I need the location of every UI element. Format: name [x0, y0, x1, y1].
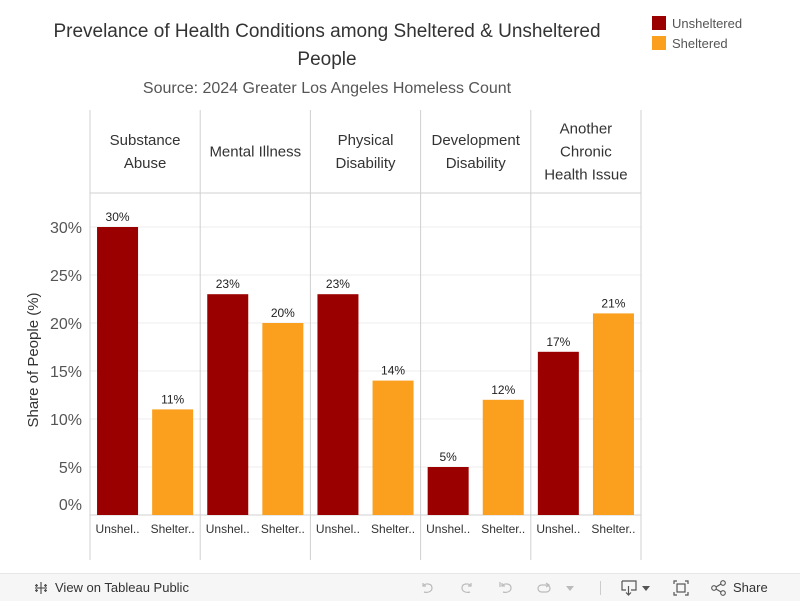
category-header-text: Disability [446, 155, 507, 172]
y-tick-label: 15% [50, 364, 82, 381]
category-header-text: Mental Illness [209, 144, 301, 161]
share-label: Share [733, 580, 768, 595]
fullscreen-button[interactable] [672, 574, 690, 601]
revert-button[interactable] [497, 574, 515, 601]
bars [97, 227, 634, 515]
legend-item-sheltered[interactable]: Sheltered [652, 33, 742, 53]
data-label: 11% [161, 392, 184, 406]
category-header-text: Abuse [124, 155, 167, 172]
category-header-text: Another [560, 121, 613, 138]
data-label: 30% [106, 210, 130, 224]
undo-button[interactable] [419, 574, 437, 601]
x-tick-label: Unshel.. [316, 522, 360, 536]
y-tick-label: 30% [50, 220, 82, 237]
bar-sheltered-0 [152, 409, 194, 515]
view-on-tableau-public-link[interactable]: View on Tableau Public [33, 574, 189, 601]
redo-button[interactable] [457, 574, 475, 601]
x-tick-label: Shelter.. [151, 522, 195, 536]
bar-chart: Substance Abuse Mental Illness Physical Disa… [25, 110, 642, 560]
category-headers: Substance Abuse Mental Illness Physical Disa… [110, 121, 628, 184]
x-tick-label: Unshel.. [536, 522, 580, 536]
y-tick-label: 10% [50, 412, 82, 429]
x-tick-label: Shelter.. [261, 522, 305, 536]
category-header-text: Health Issue [544, 167, 627, 184]
legend: Unsheltered Sheltered [652, 13, 742, 53]
chart-title-line-2: People [297, 49, 357, 70]
category-header-text: Disability [335, 155, 396, 172]
bar-unsheltered-4 [537, 351, 579, 515]
category-header: Physical Disability [335, 132, 396, 172]
category-header-text: Development [432, 132, 521, 149]
legend-swatch-sheltered [652, 36, 666, 50]
legend-item-unsheltered[interactable]: Unsheltered [652, 13, 742, 33]
bar-unsheltered-3 [427, 467, 469, 515]
caret-down-icon [642, 585, 650, 591]
bar-sheltered-1 [262, 323, 304, 515]
data-label: 23% [216, 277, 240, 291]
y-tick-label: 25% [50, 268, 82, 285]
legend-swatch-unsheltered [652, 16, 666, 30]
y-tick-label: 5% [59, 460, 82, 477]
share-icon [711, 579, 726, 596]
x-axis: Unshel.. Shelter.. Unshel.. Shelter.. Unshel… [96, 522, 636, 536]
bar-unsheltered-0 [97, 227, 139, 515]
data-label: 23% [326, 277, 350, 291]
bar-unsheltered-2 [317, 294, 359, 515]
y-tick-label: 20% [50, 316, 82, 333]
data-label: 21% [601, 296, 625, 310]
y-axis: 0% 5% 10% 15% 20% 25% 30% [50, 220, 82, 514]
download-button[interactable] [620, 574, 651, 601]
legend-label: Unsheltered [672, 15, 743, 31]
toolbar-divider [600, 574, 601, 601]
refresh-button[interactable] [535, 574, 553, 601]
chart-title: Prevelance of Health Conditions among Sh… [20, 18, 634, 74]
y-axis-title: Share of People (%) [25, 292, 42, 427]
category-header-text: Substance [110, 132, 181, 149]
tableau-toolbar: View on Tableau Public Share [0, 573, 800, 601]
data-label: 17% [546, 335, 570, 349]
refresh-icon [537, 582, 551, 593]
data-label: 12% [491, 383, 515, 397]
data-label: 5% [439, 450, 457, 464]
x-tick-label: Unshel.. [426, 522, 470, 536]
category-header-text: Chronic [560, 144, 612, 161]
bar-sheltered-3 [482, 399, 524, 515]
data-label: 20% [271, 306, 295, 320]
legend-label: Sheltered [672, 35, 728, 51]
fullscreen-icon [673, 579, 689, 596]
category-header-text: Physical [338, 132, 394, 149]
x-tick-label: Unshel.. [206, 522, 250, 536]
x-tick-label: Unshel.. [96, 522, 140, 536]
undo-icon [422, 582, 433, 593]
tableau-logo-icon [35, 581, 47, 594]
x-tick-label: Shelter.. [481, 522, 525, 536]
caret-down-icon [566, 585, 574, 591]
category-header: Substance Abuse [110, 132, 181, 172]
bar-sheltered-4 [592, 313, 634, 515]
category-header: Mental Illness [209, 144, 301, 161]
chart-title-line-1: Prevelance of Health Conditions among Sh… [53, 21, 601, 42]
chart-subtitle: Source: 2024 Greater Los Angeles Homeles… [142, 80, 512, 97]
redo-icon [461, 582, 472, 593]
category-header: Another Chronic Health Issue [544, 121, 627, 184]
bar-sheltered-2 [372, 380, 414, 515]
share-button[interactable]: Share [710, 574, 768, 601]
refresh-dropdown[interactable] [565, 574, 575, 601]
x-tick-label: Shelter.. [371, 522, 415, 536]
data-labels: 30% 11% 23% 20% 23% 14% 5% 12% 17% 21% [106, 210, 626, 464]
view-on-tableau-public-label: View on Tableau Public [55, 580, 189, 595]
download-icon [621, 579, 637, 596]
x-tick-label: Shelter.. [591, 522, 635, 536]
y-tick-label: 0% [59, 497, 82, 514]
category-header: Development Disability [432, 132, 521, 172]
data-label: 14% [381, 364, 405, 378]
bar-unsheltered-1 [207, 294, 249, 515]
revert-icon [499, 581, 512, 593]
